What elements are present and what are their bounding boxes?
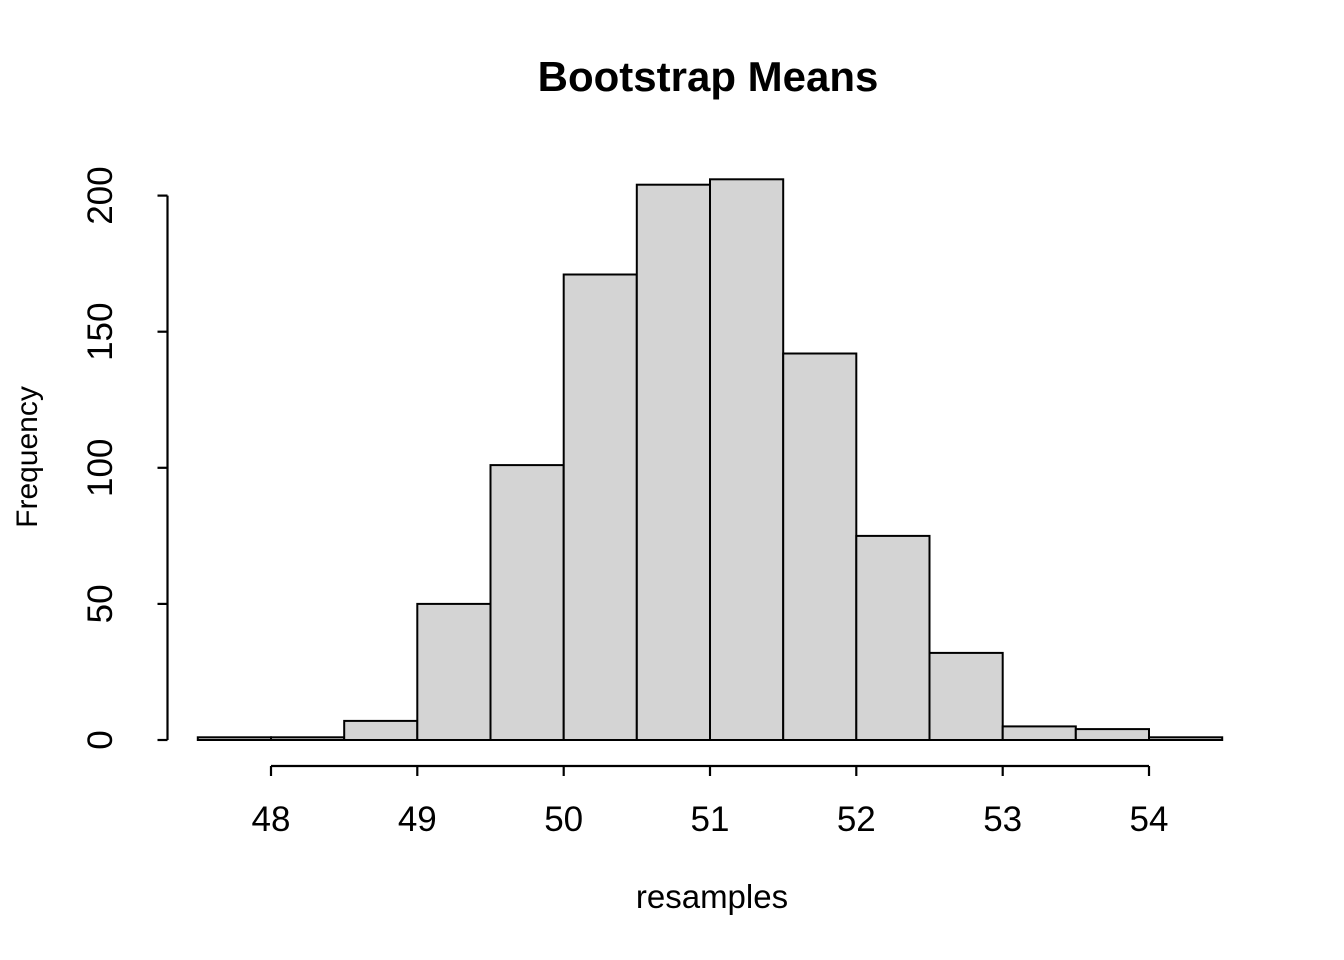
svg-text:50: 50 bbox=[544, 800, 583, 839]
svg-text:0: 0 bbox=[81, 730, 120, 749]
svg-text:52: 52 bbox=[837, 800, 876, 839]
svg-text:54: 54 bbox=[1130, 800, 1169, 839]
svg-text:150: 150 bbox=[81, 302, 120, 360]
svg-text:51: 51 bbox=[691, 800, 730, 839]
svg-text:resamples: resamples bbox=[636, 878, 788, 915]
svg-text:100: 100 bbox=[81, 439, 120, 497]
svg-text:49: 49 bbox=[398, 800, 437, 839]
svg-text:Frequency: Frequency bbox=[11, 386, 44, 528]
svg-text:50: 50 bbox=[81, 584, 120, 623]
svg-text:200: 200 bbox=[81, 166, 120, 224]
svg-text:48: 48 bbox=[252, 800, 291, 839]
svg-text:53: 53 bbox=[983, 800, 1022, 839]
svg-text:Bootstrap Means: Bootstrap Means bbox=[538, 53, 879, 100]
